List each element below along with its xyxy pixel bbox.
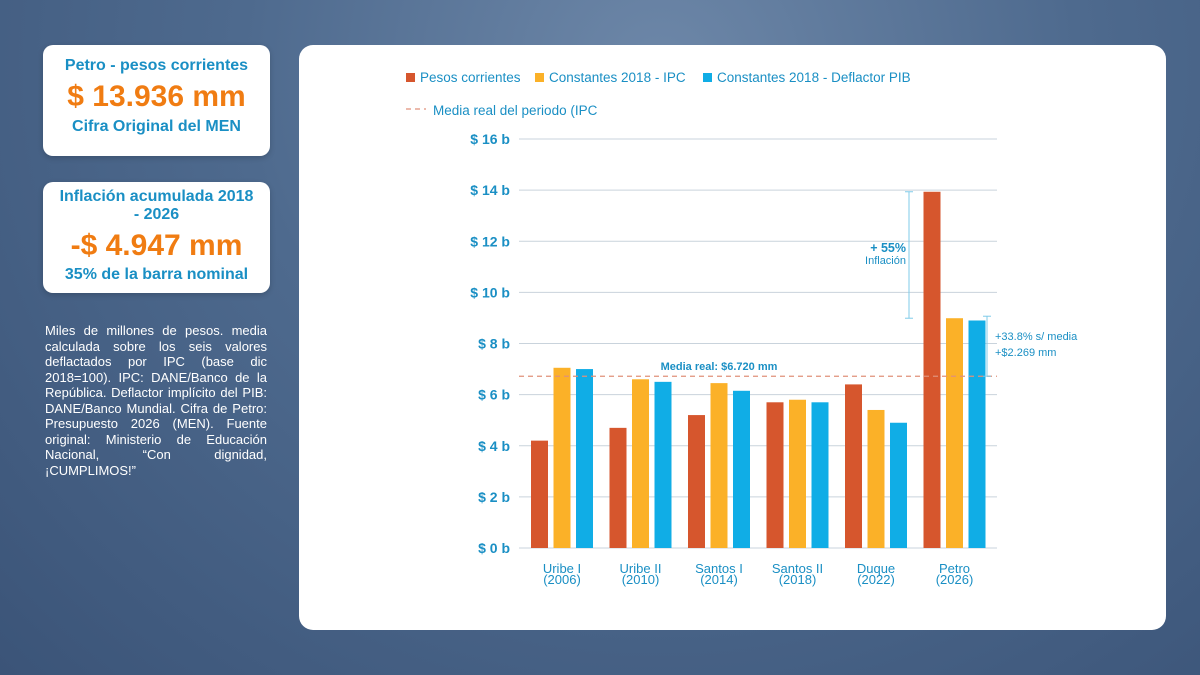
bar-ipc (553, 367, 571, 548)
legend-swatch-ipc (535, 73, 544, 82)
bar-nominal (923, 191, 941, 549)
bar-nominal (688, 415, 705, 548)
y-tick-label: $ 14 b (470, 182, 510, 198)
card-subtitle: 35% de la barra nominal (64, 266, 249, 283)
card-value: -$ 4.947 mm (70, 229, 243, 262)
card-value: $ 13.936 mm (67, 80, 246, 113)
x-tick-label: (2026) (936, 572, 974, 587)
x-tick-label: (2018) (779, 572, 817, 587)
x-tick-label: Duque (857, 561, 895, 576)
x-tick-label: Uribe I (543, 561, 581, 576)
x-tick-label: Petro (939, 561, 970, 576)
legend-label: Media real del periodo (IPC (433, 103, 598, 118)
bar-ipc (710, 383, 728, 548)
x-tick-label: Santos I (695, 561, 743, 576)
y-tick-label: $ 4 b (478, 438, 510, 454)
y-tick-label: $ 2 b (478, 489, 510, 505)
x-tick-label: (2010) (622, 572, 660, 587)
y-tick-label: $ 16 b (470, 131, 510, 147)
card-title: Inflación acumulada 2018 - 2026 (59, 188, 254, 223)
chart-card: $ 0 b $ 2 b $ 4 b $ 6 b $ 8 b $ 10 b $ 12 b $ 1… (299, 45, 1166, 630)
bar-ipc (867, 409, 885, 548)
bar-deflactor (733, 390, 750, 548)
legend-label: Pesos corrientes (420, 70, 521, 85)
above-mean-amount-label: +$2.269 mm (995, 347, 1056, 359)
bar-ipc (632, 379, 649, 548)
y-tick-label: $ 12 b (470, 233, 510, 249)
y-tick-label: $ 6 b (478, 387, 510, 403)
source-note: Miles de millones de pesos. media calcul… (45, 323, 267, 478)
bar-nominal (531, 440, 548, 548)
bar-deflactor (968, 320, 986, 548)
y-tick-label: $ 8 b (478, 336, 510, 352)
bar-ipc (789, 399, 806, 548)
legend-label: Constantes 2018 - Deflactor PIB (717, 70, 911, 85)
bar-nominal (609, 427, 627, 548)
bar-ipc (946, 318, 963, 548)
bar-deflactor (811, 402, 829, 548)
bar-deflactor (654, 381, 672, 548)
bar-deflactor (890, 422, 907, 548)
bar-deflactor (576, 369, 593, 548)
x-tick-label: (2014) (700, 572, 738, 587)
card-title: Petro - pesos corrientes (64, 57, 249, 74)
x-tick-label: (2006) (543, 572, 581, 587)
above-mean-pct-label: +33.8% s/ media (995, 331, 1078, 343)
y-tick-label: $ 0 b (478, 540, 510, 556)
x-tick-label: (2022) (857, 572, 895, 587)
bar-chart: $ 0 b $ 2 b $ 4 b $ 6 b $ 8 b $ 10 b $ 12 b $ 1… (406, 70, 1078, 587)
x-tick-label: Uribe II (620, 561, 662, 576)
legend-swatch-deflactor (703, 73, 712, 82)
inflation-card: Inflación acumulada 2018 - 2026 -$ 4.947… (43, 182, 270, 293)
bar-nominal (845, 384, 862, 548)
y-tick-label: $ 10 b (470, 284, 510, 300)
nominal-figure-card: Petro - pesos corrientes $ 13.936 mm Cif… (43, 45, 270, 156)
card-subtitle: Cifra Original del MEN (72, 118, 241, 135)
bar-nominal (766, 402, 784, 548)
x-tick-label: Santos II (772, 561, 823, 576)
legend-label: Constantes 2018 - IPC (549, 70, 686, 85)
legend-swatch-nominal (406, 73, 415, 82)
mean-reference-label: Media real: $6.720 mm (661, 361, 778, 373)
inflation-pct-label: + 55% (870, 241, 906, 255)
inflation-text-label: Inflación (865, 255, 906, 267)
